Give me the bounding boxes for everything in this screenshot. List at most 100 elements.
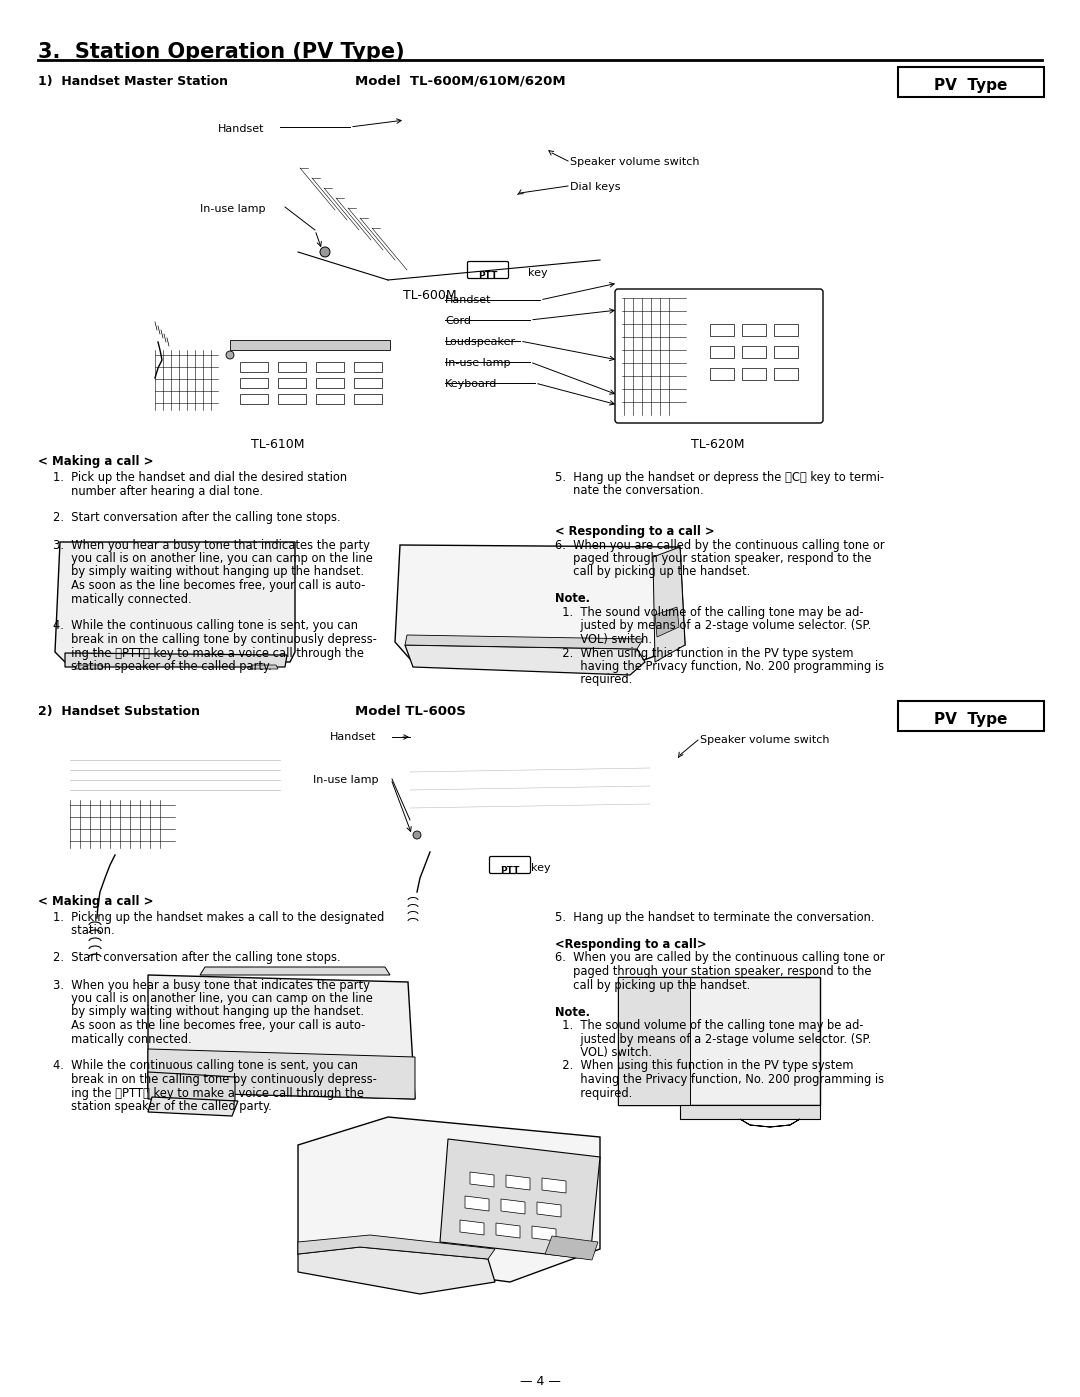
- Text: Handset: Handset: [218, 124, 265, 134]
- Text: Cord: Cord: [445, 316, 471, 326]
- Text: Model TL-600S: Model TL-600S: [355, 705, 465, 718]
- Bar: [710, 367, 734, 380]
- Circle shape: [320, 247, 330, 257]
- Polygon shape: [618, 977, 690, 1105]
- Polygon shape: [618, 977, 820, 1105]
- Text: justed by means of a 2-stage volume selector. (SP.: justed by means of a 2-stage volume sele…: [555, 1032, 872, 1045]
- Bar: [742, 324, 766, 337]
- Text: having the Privacy function, No. 200 programming is: having the Privacy function, No. 200 pro…: [555, 659, 885, 673]
- Text: station.: station.: [53, 925, 114, 937]
- Text: 1)  Handset Master Station: 1) Handset Master Station: [38, 75, 228, 88]
- Bar: [710, 346, 734, 358]
- Bar: [774, 324, 798, 337]
- Bar: [354, 362, 382, 372]
- Text: call by picking up the handset.: call by picking up the handset.: [555, 566, 751, 578]
- Polygon shape: [542, 1178, 566, 1193]
- Polygon shape: [537, 1201, 561, 1217]
- Text: As soon as the line becomes free, your call is auto-: As soon as the line becomes free, your c…: [53, 1018, 365, 1032]
- Bar: [774, 367, 798, 380]
- Text: 6.  When you are called by the continuous calling tone or: 6. When you are called by the continuous…: [555, 951, 885, 964]
- Bar: [354, 379, 382, 388]
- Polygon shape: [460, 1220, 484, 1235]
- Polygon shape: [405, 636, 643, 650]
- Polygon shape: [532, 1227, 556, 1241]
- Polygon shape: [405, 645, 645, 675]
- Text: 1.  The sound volume of the calling tone may be ad-: 1. The sound volume of the calling tone …: [555, 606, 864, 619]
- Text: 6.  When you are called by the continuous calling tone or: 6. When you are called by the continuous…: [555, 538, 885, 552]
- Circle shape: [413, 831, 421, 840]
- Polygon shape: [298, 1235, 495, 1259]
- Bar: [278, 394, 306, 404]
- Text: 5.  Hang up the handset or depress the ⒸCⒹ key to termi-: 5. Hang up the handset or depress the ⒸC…: [555, 471, 885, 483]
- Text: having the Privacy function, No. 200 programming is: having the Privacy function, No. 200 pro…: [555, 1073, 885, 1085]
- Bar: [742, 346, 766, 358]
- Text: < Responding to a call >: < Responding to a call >: [555, 525, 715, 538]
- Text: In-use lamp: In-use lamp: [445, 358, 511, 367]
- Text: VOL) switch.: VOL) switch.: [555, 1046, 652, 1059]
- Bar: [240, 394, 268, 404]
- Text: PTT: PTT: [478, 271, 498, 279]
- Text: 2.  When using this function in the PV type system: 2. When using this function in the PV ty…: [555, 647, 853, 659]
- Text: 2)  Handset Substation: 2) Handset Substation: [38, 705, 200, 718]
- Text: paged through your station speaker, respond to the: paged through your station speaker, resp…: [555, 552, 872, 564]
- Polygon shape: [470, 1172, 494, 1187]
- Polygon shape: [148, 1071, 235, 1104]
- Bar: [240, 379, 268, 388]
- Text: 4.  While the continuous calling tone is sent, you can: 4. While the continuous calling tone is …: [53, 619, 357, 633]
- Bar: [316, 394, 345, 404]
- Text: 1.  Picking up the handset makes a call to the designated: 1. Picking up the handset makes a call t…: [53, 911, 384, 923]
- Text: 4.  While the continuous calling tone is sent, you can: 4. While the continuous calling tone is …: [53, 1059, 357, 1073]
- Text: matically connected.: matically connected.: [53, 592, 191, 605]
- Bar: [278, 379, 306, 388]
- Text: TL-610M: TL-610M: [252, 439, 305, 451]
- Text: required.: required.: [555, 1087, 632, 1099]
- Text: ing the ⒸPTTⒹ key to make a voice call through the: ing the ⒸPTTⒹ key to make a voice call t…: [53, 647, 364, 659]
- FancyBboxPatch shape: [489, 856, 530, 873]
- Polygon shape: [545, 1236, 598, 1260]
- Bar: [742, 367, 766, 380]
- Polygon shape: [680, 1105, 820, 1119]
- Bar: [774, 346, 798, 358]
- Text: 3.  Station Operation (PV Type): 3. Station Operation (PV Type): [38, 42, 405, 61]
- Text: 5.  Hang up the handset to terminate the conversation.: 5. Hang up the handset to terminate the …: [555, 911, 875, 923]
- Bar: [316, 362, 345, 372]
- Bar: [230, 339, 390, 351]
- Polygon shape: [298, 1248, 495, 1294]
- Text: Speaker volume switch: Speaker volume switch: [700, 735, 829, 745]
- Text: Keyboard: Keyboard: [445, 379, 498, 388]
- Bar: [278, 362, 306, 372]
- Text: Handset: Handset: [445, 295, 491, 305]
- Polygon shape: [440, 1139, 600, 1259]
- Text: justed by means of a 2-stage volume selector. (SP.: justed by means of a 2-stage volume sele…: [555, 619, 872, 633]
- Text: 2.  Start conversation after the calling tone stops.: 2. Start conversation after the calling …: [53, 951, 340, 964]
- Polygon shape: [249, 665, 278, 669]
- Text: 3.  When you hear a busy tone that indicates the party: 3. When you hear a busy tone that indica…: [53, 978, 369, 992]
- Text: Note.: Note.: [555, 1006, 590, 1018]
- Text: key: key: [528, 268, 548, 278]
- Text: by simply waiting without hanging up the handset.: by simply waiting without hanging up the…: [53, 566, 364, 578]
- Text: PV  Type: PV Type: [934, 712, 1008, 726]
- Text: station speaker of the called party.: station speaker of the called party.: [53, 659, 272, 673]
- Text: matically connected.: matically connected.: [53, 1032, 191, 1045]
- Polygon shape: [654, 608, 679, 637]
- Text: PTT: PTT: [500, 866, 519, 875]
- Text: by simply waiting without hanging up the handset.: by simply waiting without hanging up the…: [53, 1006, 364, 1018]
- Polygon shape: [200, 967, 390, 975]
- Text: 1.  Pick up the handset and dial the desired station: 1. Pick up the handset and dial the desi…: [53, 471, 347, 483]
- Bar: [710, 324, 734, 337]
- Text: 3.  When you hear a busy tone that indicates the party: 3. When you hear a busy tone that indica…: [53, 538, 369, 552]
- Polygon shape: [496, 1222, 519, 1238]
- Polygon shape: [148, 975, 415, 1099]
- Text: station speaker of the called party.: station speaker of the called party.: [53, 1099, 272, 1113]
- Text: < Making a call >: < Making a call >: [38, 455, 153, 468]
- Bar: [354, 394, 382, 404]
- Text: TL-620M: TL-620M: [691, 439, 745, 451]
- Text: nate the conversation.: nate the conversation.: [555, 485, 704, 497]
- Text: Loudspeaker: Loudspeaker: [445, 337, 516, 346]
- Text: number after hearing a dial tone.: number after hearing a dial tone.: [53, 485, 264, 497]
- Polygon shape: [653, 548, 685, 662]
- Polygon shape: [148, 1049, 415, 1099]
- Text: you call is on another line, you can camp on the line: you call is on another line, you can cam…: [53, 552, 373, 564]
- Text: required.: required.: [555, 673, 632, 686]
- Text: key: key: [531, 863, 551, 873]
